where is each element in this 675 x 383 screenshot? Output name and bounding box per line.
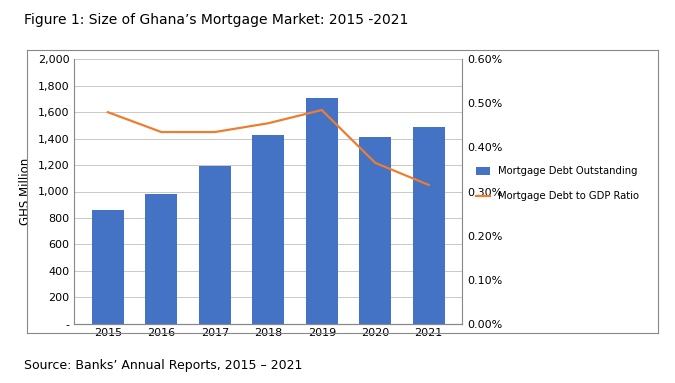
Bar — [252, 135, 284, 324]
Mortgage Debt to GDP Ratio — [104, 110, 112, 115]
Bar — [145, 194, 178, 324]
Bar — [92, 210, 124, 324]
Y-axis label: GHS Million: GHS Million — [19, 158, 32, 225]
Mortgage Debt to GDP Ratio — [264, 121, 272, 126]
Bar — [199, 166, 231, 324]
Line: Mortgage Debt to GDP Ratio: Mortgage Debt to GDP Ratio — [108, 110, 429, 185]
Bar — [412, 127, 445, 324]
Text: Figure 1: Size of Ghana’s Mortgage Market: 2015 -2021: Figure 1: Size of Ghana’s Mortgage Marke… — [24, 13, 408, 28]
Bar — [306, 98, 338, 324]
Bar — [359, 137, 392, 324]
Legend: Mortgage Debt Outstanding, Mortgage Debt to GDP Ratio: Mortgage Debt Outstanding, Mortgage Debt… — [474, 164, 641, 203]
Text: Source: Banks’ Annual Reports, 2015 – 2021: Source: Banks’ Annual Reports, 2015 – 20… — [24, 358, 302, 372]
Mortgage Debt to GDP Ratio — [425, 183, 433, 187]
Mortgage Debt to GDP Ratio — [318, 108, 326, 112]
Mortgage Debt to GDP Ratio — [211, 130, 219, 134]
Mortgage Debt to GDP Ratio — [157, 130, 165, 134]
Mortgage Debt to GDP Ratio — [371, 160, 379, 165]
